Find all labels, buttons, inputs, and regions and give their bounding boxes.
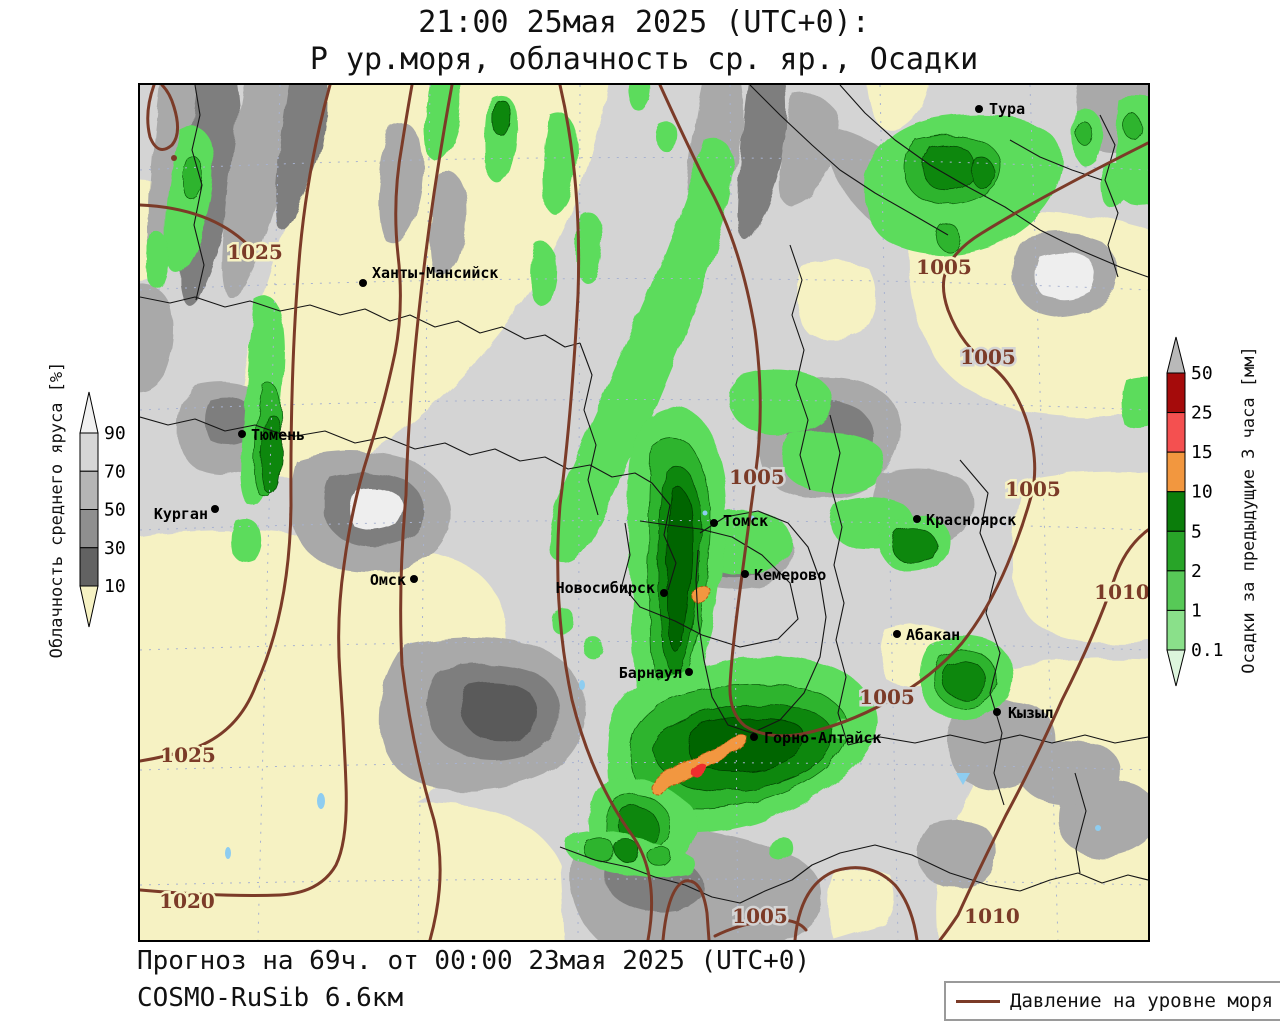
colorbar-tick-label: 2 xyxy=(1191,561,1202,582)
colorbar-arrow-top xyxy=(1166,336,1186,374)
city-label: Красноярск xyxy=(926,511,1016,529)
colorbar-segment xyxy=(79,432,99,472)
colorbar-tick-label: 30 xyxy=(104,538,126,559)
colorbar-segment xyxy=(1166,451,1186,493)
colorbar-tick-label: 10 xyxy=(104,576,126,597)
pressure-value-label: 1005 xyxy=(960,345,1016,369)
admin-borders-layer xyxy=(140,85,1148,904)
pressure-value-label: 1005 xyxy=(859,685,915,709)
city-dot xyxy=(741,570,749,578)
page-title: 21:00 25мая 2025 (UTC+0): Р ур.моря, обла… xyxy=(0,4,1280,78)
weather-map-canvas: 1025 1025 1020 1005 1005 1005 1005 1010 1005 1005… xyxy=(140,85,1148,940)
colorbar-segment xyxy=(79,547,99,587)
colorbar-tick-label: 10 xyxy=(1191,482,1213,503)
pressure-value-label: 1005 xyxy=(1005,477,1061,501)
colorbar-tick-label: 5 xyxy=(1191,521,1202,542)
city-dot xyxy=(211,505,219,513)
city-dot xyxy=(893,630,901,638)
city-dot xyxy=(710,519,718,527)
city-label: Омск xyxy=(370,571,406,589)
city-dot xyxy=(359,279,367,287)
colorbar-tick-label: 15 xyxy=(1191,442,1213,463)
isobars-layer xyxy=(140,85,1148,940)
colorbar-segment xyxy=(1166,609,1186,651)
colorbar-tick-label: 50 xyxy=(1191,363,1213,384)
city-dot xyxy=(410,575,418,583)
map-frame: 1025 1025 1020 1005 1005 1005 1005 1010 1005 1005… xyxy=(138,83,1150,942)
lakes-layer xyxy=(225,510,1101,859)
city-label: Горно-Алтайск xyxy=(764,729,881,747)
city-dot xyxy=(685,668,693,676)
colorbar-segment xyxy=(1166,372,1186,414)
colorbar-arrow-top xyxy=(79,391,99,434)
city-dot xyxy=(238,430,246,438)
colorbar-tick-label: 0.1 xyxy=(1191,640,1224,661)
precip-colorbar: 50 25 15 10 5 2 1 0.1 xyxy=(1166,336,1224,687)
title-line1: 21:00 25мая 2025 (UTC+0): xyxy=(418,5,870,40)
colorbar-segment xyxy=(1166,570,1186,611)
pressure-value-label: 1010 xyxy=(964,904,1020,928)
pressure-line-sample xyxy=(956,999,1000,1003)
colorbar-tick-label: 90 xyxy=(104,423,126,444)
model-info-line: COSMO-RuSib 6.6км xyxy=(137,983,404,1013)
pressure-labels-layer: 1025 1025 1020 1005 1005 1005 1005 1010 1005 1005… xyxy=(157,238,1148,931)
pressure-value-label: 1010 xyxy=(1094,580,1148,604)
pressure-value-label: 1005 xyxy=(732,904,788,928)
city-dot xyxy=(660,589,668,597)
colorbar-tick-label: 25 xyxy=(1191,403,1213,424)
colorbar-tick-label: 1 xyxy=(1191,600,1202,621)
legend-pressure: Давление на уровне моря xyxy=(944,981,1280,1021)
city-label: Абакан xyxy=(906,626,960,644)
field-layer xyxy=(140,85,1148,940)
city-label: Томск xyxy=(723,512,768,530)
city-label: Новосибирск xyxy=(556,579,655,597)
pressure-value-label: 1020 xyxy=(159,889,215,913)
pressure-value-label: 1005 xyxy=(729,465,785,489)
cities-layer: Тура Ханты-Мансийск Тюмень Курган Омск Томск Н… xyxy=(154,100,1053,747)
city-dot xyxy=(975,105,983,113)
colorbar-segment xyxy=(1166,412,1186,453)
colorbar-segment xyxy=(1166,491,1186,532)
colorbar-arrow-bottom xyxy=(79,585,99,628)
cloudiness-colorbar: 90 70 50 30 10 xyxy=(79,391,126,628)
city-dot xyxy=(750,733,758,741)
city-label: Тюмень xyxy=(251,426,305,444)
city-label: Курган xyxy=(154,505,208,523)
colorbar-tick-label: 50 xyxy=(104,500,126,521)
colorbar-tick-label: 70 xyxy=(104,461,126,482)
colorbar-segment xyxy=(79,509,99,549)
precipitation-layer xyxy=(146,85,1148,878)
pressure-value-label: 1025 xyxy=(160,743,216,767)
pressure-center-dot xyxy=(171,155,177,161)
graticule-layer xyxy=(140,85,1148,940)
city-dot xyxy=(993,708,1001,716)
pressure-value-label: 1025 xyxy=(227,240,283,264)
city-label: Ханты-Мансийск xyxy=(372,264,498,282)
colorbar-segment xyxy=(79,470,99,510)
city-label: Кызыл xyxy=(1008,704,1053,722)
pressure-value-label: 1005 xyxy=(916,255,972,279)
city-label: Барнаул xyxy=(619,664,682,682)
pressure-legend-label: Давление на уровне моря xyxy=(1010,990,1274,1012)
colorbar-arrow-bottom xyxy=(1166,649,1186,687)
city-dot xyxy=(913,515,921,523)
forecast-info-line: Прогноз на 69ч. от 00:00 23мая 2025 (UTC… xyxy=(137,946,811,976)
title-line2: Р ур.моря, облачность ср. яр., Осадки xyxy=(309,42,979,77)
colorbar-segment xyxy=(1166,530,1186,572)
city-label: Кемерово xyxy=(754,566,826,584)
city-label: Тура xyxy=(989,100,1025,118)
